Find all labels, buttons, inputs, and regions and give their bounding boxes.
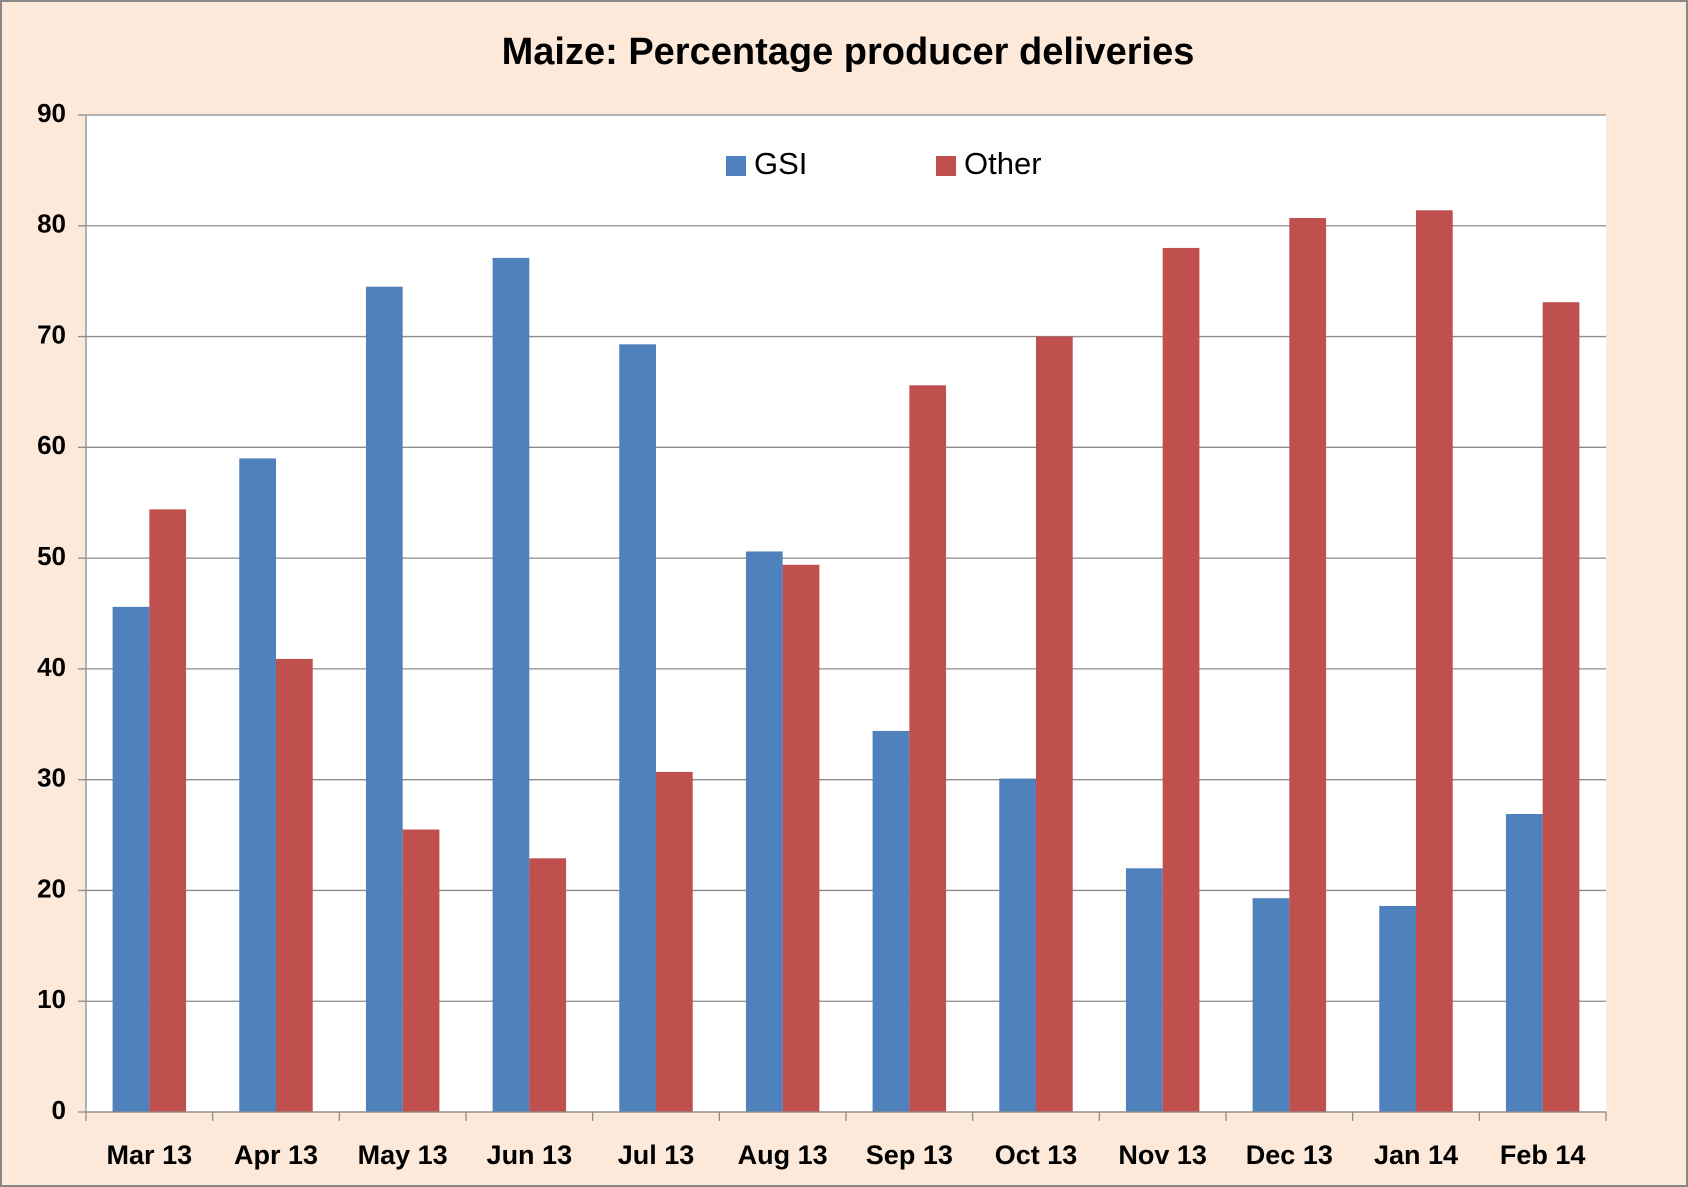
- bar: [1542, 302, 1580, 1112]
- bar: [1162, 247, 1200, 1112]
- bar: [1036, 336, 1073, 1112]
- x-tick-label: Jul 13: [618, 1140, 695, 1170]
- bar: [365, 286, 403, 1112]
- bar: [782, 564, 820, 1112]
- bar: [1289, 218, 1327, 1113]
- legend-label: GSI: [754, 146, 807, 181]
- bar: [1416, 210, 1453, 1112]
- y-tick-label: 20: [37, 873, 66, 903]
- bar: [1252, 898, 1290, 1112]
- bar: [745, 551, 783, 1112]
- bar: [999, 778, 1036, 1112]
- bar: [149, 509, 187, 1112]
- y-tick-label: 90: [37, 98, 66, 128]
- y-tick-label: 70: [37, 319, 66, 349]
- x-tick-label: Apr 13: [234, 1140, 318, 1170]
- bar: [1505, 814, 1543, 1112]
- bar: [529, 858, 567, 1112]
- bar: [656, 771, 693, 1112]
- bar: [239, 458, 276, 1112]
- y-tick-label: 10: [37, 984, 66, 1014]
- plot-area: [86, 115, 1606, 1112]
- legend-swatch: [936, 156, 956, 176]
- y-tick-label: 0: [52, 1095, 66, 1125]
- legend-swatch: [726, 156, 746, 176]
- x-tick-label: Jun 13: [487, 1140, 573, 1170]
- bar: [619, 344, 656, 1112]
- x-tick-label: Aug 13: [738, 1140, 828, 1170]
- x-tick-label: Mar 13: [107, 1140, 193, 1170]
- x-tick-label: Dec 13: [1246, 1140, 1333, 1170]
- bar: [1379, 905, 1416, 1112]
- x-tick-label: Sep 13: [866, 1140, 953, 1170]
- bar: [872, 730, 910, 1112]
- bar: [1125, 868, 1163, 1112]
- bar: [402, 829, 440, 1112]
- x-tick-label: Jan 14: [1374, 1140, 1458, 1170]
- x-tick-label: Oct 13: [995, 1140, 1078, 1170]
- y-tick-label: 80: [37, 209, 66, 239]
- y-tick-label: 60: [37, 430, 66, 460]
- chart-title: Maize: Percentage producer deliveries: [502, 31, 1195, 73]
- x-tick-label: Nov 13: [1118, 1140, 1207, 1170]
- y-tick-label: 40: [37, 652, 66, 682]
- bar: [909, 385, 947, 1112]
- x-tick-label: Feb 14: [1500, 1140, 1586, 1170]
- bar: [492, 257, 530, 1112]
- bar: [112, 606, 150, 1112]
- legend-label: Other: [964, 146, 1042, 181]
- y-tick-label: 30: [37, 763, 66, 793]
- y-tick-label: 50: [37, 541, 66, 571]
- bar: [276, 658, 313, 1112]
- x-tick-label: May 13: [358, 1140, 448, 1170]
